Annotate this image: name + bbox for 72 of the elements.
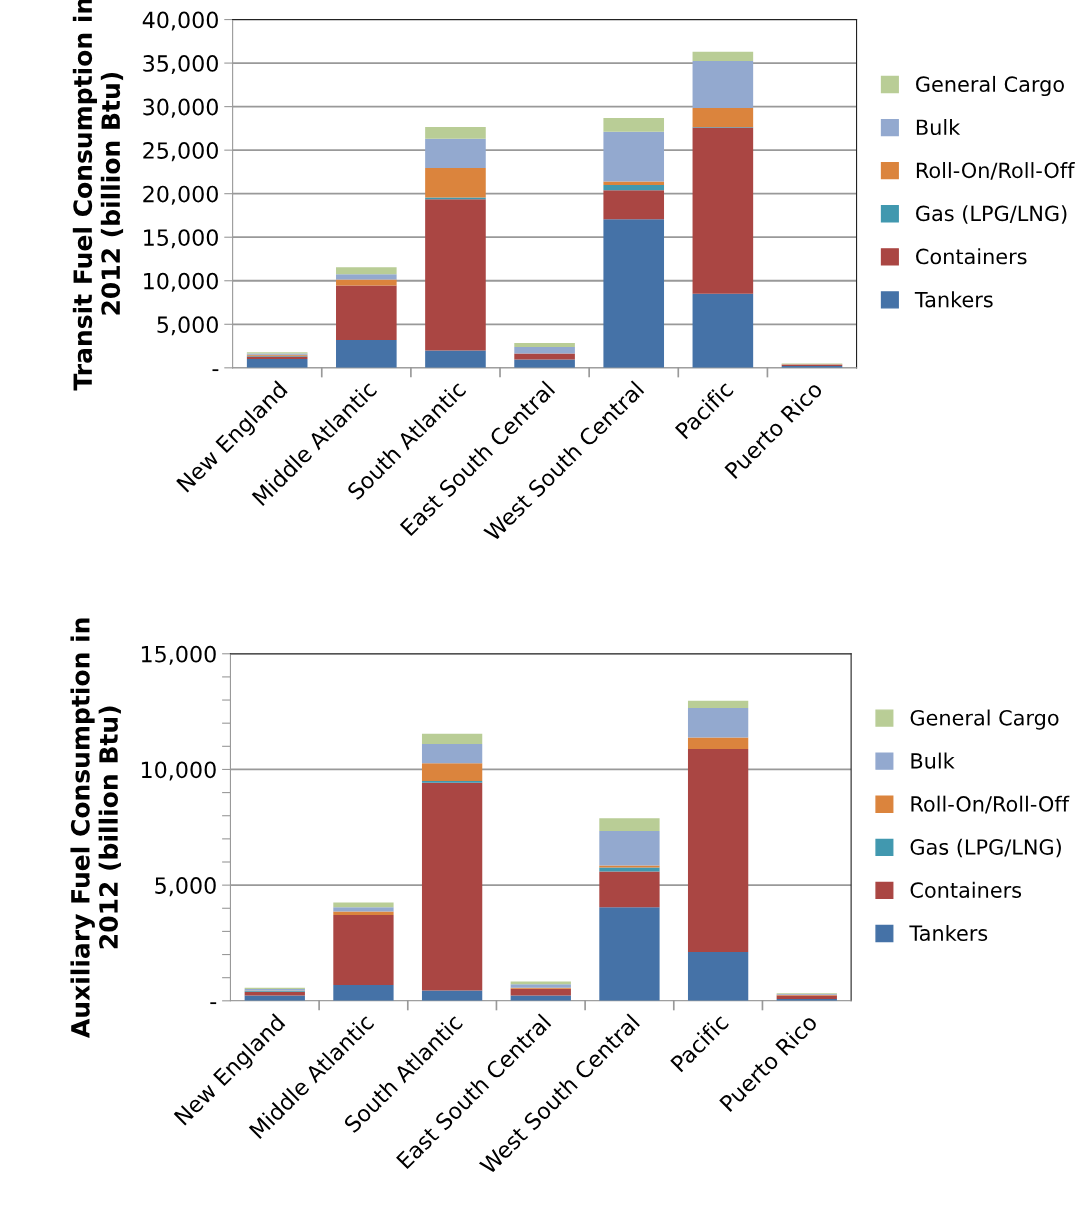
bar	[333, 985, 394, 1001]
bar	[425, 127, 486, 139]
bar	[599, 831, 660, 866]
legend-label: Roll-On/Roll-Off	[911, 795, 1070, 814]
bar	[599, 907, 660, 1001]
y-tick-label: 15,000	[141, 645, 216, 665]
y-tick-label: 25,000	[143, 142, 218, 162]
bar	[336, 285, 397, 340]
y-tick-label: 35,000	[143, 55, 218, 75]
y-tick-label: 10,000	[144, 272, 218, 292]
bar	[687, 737, 749, 750]
y-tick-label: -	[212, 369, 219, 372]
bar	[603, 184, 665, 191]
bar	[687, 749, 749, 952]
bar	[425, 350, 486, 368]
legend-label: Tankers	[914, 291, 993, 308]
bar	[425, 199, 486, 351]
y-tick-label: 10,000	[141, 761, 216, 781]
bar	[599, 865, 660, 868]
bar	[514, 353, 575, 360]
bar	[603, 190, 665, 220]
legend-label: General Cargo	[916, 75, 1064, 97]
legend-label: Containers	[910, 881, 1022, 898]
bar	[687, 952, 749, 1001]
y-axis-title: Auxiliary Fuel Consumption in 2012 (billion Btu)	[70, 618, 121, 1038]
bar	[510, 995, 571, 1001]
bar	[336, 267, 397, 275]
bar	[421, 990, 483, 1001]
bar	[687, 707, 749, 738]
bar	[333, 907, 394, 912]
bar	[336, 279, 397, 286]
bar	[421, 763, 483, 782]
bar	[421, 744, 483, 764]
bar	[599, 871, 660, 908]
bar	[603, 219, 665, 368]
bar	[425, 138, 486, 168]
y-tick-label: 20,000	[143, 185, 218, 205]
bar	[421, 733, 483, 744]
bar	[246, 359, 308, 368]
bar	[333, 902, 394, 908]
bar	[336, 274, 397, 280]
y-tick-label: 40,000	[142, 11, 218, 31]
bar	[336, 339, 397, 368]
bar	[692, 293, 754, 368]
y-tick-label: 5,000	[157, 316, 218, 336]
bar	[692, 60, 754, 108]
bar	[244, 995, 305, 1001]
legend-label: Gas (LPG/LNG)	[910, 838, 1061, 858]
bar	[603, 181, 665, 185]
bar	[687, 700, 749, 708]
legend-label: Roll-On/Roll-Off	[916, 162, 1075, 180]
bar	[692, 127, 754, 294]
legend-label: Containers	[916, 248, 1027, 265]
legend-label: General Cargo	[910, 709, 1059, 730]
y-tick-label: 5,000	[155, 877, 216, 897]
bar	[333, 914, 394, 986]
y-tick-label: 30,000	[143, 98, 218, 118]
bar	[603, 117, 665, 132]
legend-label: Tankers	[909, 924, 988, 942]
bar	[514, 346, 575, 354]
bar	[425, 168, 486, 198]
legend-label: Gas (LPG/LNG)	[916, 205, 1067, 224]
bar	[514, 343, 575, 347]
y-tick-label: -	[210, 1002, 217, 1005]
bar	[603, 131, 665, 182]
bar	[692, 107, 754, 128]
legend-label: Bulk	[911, 752, 955, 769]
y-tick-label: 15,000	[144, 229, 218, 249]
legend-label: Bulk	[916, 118, 961, 136]
bar	[421, 782, 483, 991]
bar	[692, 51, 754, 61]
bar	[599, 818, 660, 831]
